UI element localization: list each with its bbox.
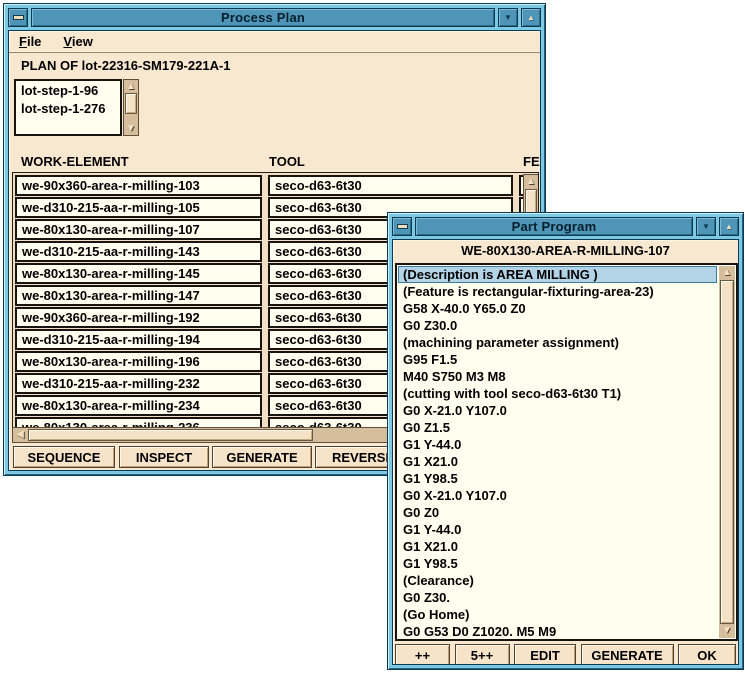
program-line[interactable]: (cutting with tool seco-d63-6t30 T1): [403, 386, 622, 401]
program-listbox: (Description is AREA MILLING ) (Feature …: [395, 263, 738, 641]
program-line[interactable]: (Clearance): [403, 573, 474, 588]
maximize-button[interactable]: ▲: [719, 217, 739, 236]
ok-button[interactable]: OK: [678, 644, 736, 664]
program-line[interactable]: G1 Y98.5: [403, 471, 458, 486]
program-line[interactable]: G1 Y-44.0: [403, 522, 462, 537]
process-plan-window-title: Process Plan: [31, 8, 495, 27]
shade-icon: ▼: [702, 221, 710, 231]
program-vertical-scrollbar[interactable]: ▲ ▼: [719, 266, 735, 638]
program-line[interactable]: G0 X-21.0 Y107.0: [403, 488, 507, 503]
edit-button[interactable]: EDIT: [514, 644, 576, 664]
column-header-work-element: WORK-ELEMENT: [21, 154, 129, 169]
table-row: we-90x360-area-r-milling-103 seco-d63-6t…: [15, 175, 538, 196]
work-element-cell[interactable]: we-80x130-area-r-milling-147: [15, 285, 262, 306]
inspect-button[interactable]: INSPECT: [119, 446, 209, 468]
menu-file[interactable]: File: [19, 34, 42, 49]
work-element-cell[interactable]: we-d310-215-aa-r-milling-232: [15, 373, 262, 394]
work-element-cell[interactable]: we-d310-215-aa-r-milling-105: [15, 197, 262, 218]
maximize-icon: ▲: [527, 12, 535, 22]
part-program-client: WE-80X130-AREA-R-MILLING-107 (Descriptio…: [392, 239, 739, 665]
window-menu-button[interactable]: [8, 8, 28, 27]
program-line[interactable]: M40 S750 M3 M8: [403, 369, 506, 384]
column-header-feature: FEA: [523, 154, 540, 169]
lot-step-listbox: lot-step-1-96 lot-step-1-276: [14, 79, 122, 136]
program-line[interactable]: G95 F1.5: [403, 352, 458, 367]
part-program-window: Part Program ▼ ▲ WE-80X130-AREA-R-MILLIN…: [387, 212, 744, 670]
shade-button[interactable]: ▼: [696, 217, 716, 236]
program-line[interactable]: G58 X-40.0 Y65.0 Z0: [403, 301, 526, 316]
advance-one-button[interactable]: ++: [395, 644, 450, 664]
program-line[interactable]: (Feature is rectangular-fixturing-area-2…: [403, 284, 654, 299]
work-element-cell[interactable]: we-d310-215-aa-r-milling-194: [15, 329, 262, 350]
work-element-cell[interactable]: we-80x130-area-r-milling-196: [15, 351, 262, 372]
program-line[interactable]: G0 G53 D0 Z1020. M5 M9: [403, 624, 557, 639]
shade-icon: ▼: [504, 12, 512, 22]
list-item[interactable]: lot-step-1-276: [21, 101, 106, 116]
list-item[interactable]: lot-step-1-96: [21, 83, 99, 98]
program-line[interactable]: G1 X21.0: [403, 539, 458, 554]
scroll-left-button[interactable]: ◀: [16, 429, 24, 440]
scroll-thumb[interactable]: [125, 93, 137, 114]
work-element-cell[interactable]: we-80x130-area-r-milling-145: [15, 263, 262, 284]
program-line[interactable]: (Description is AREA MILLING ): [398, 266, 717, 283]
program-line[interactable]: G0 Z30.: [403, 590, 450, 605]
part-program-window-title: Part Program: [415, 217, 693, 236]
maximize-button[interactable]: ▲: [521, 8, 541, 27]
program-lines: (Description is AREA MILLING ) (Feature …: [398, 266, 717, 639]
scroll-up-button[interactable]: ▲: [126, 80, 136, 92]
menu-view[interactable]: View: [63, 34, 93, 49]
scroll-thumb[interactable]: [720, 280, 734, 624]
window-menu-icon: [12, 15, 24, 20]
scroll-down-button[interactable]: ▼: [126, 122, 136, 134]
program-line[interactable]: G1 Y98.5: [403, 556, 458, 571]
program-line[interactable]: (machining parameter assignment): [403, 335, 619, 350]
column-header-tool: TOOL: [269, 154, 305, 169]
program-line[interactable]: G0 Z1.5: [403, 420, 450, 435]
program-line[interactable]: (Go Home): [403, 607, 470, 622]
window-menu-icon: [396, 224, 408, 229]
part-program-titlebar[interactable]: Part Program ▼ ▲: [392, 217, 739, 236]
scroll-thumb[interactable]: [28, 429, 313, 441]
scroll-down-button[interactable]: ▼: [722, 625, 732, 636]
program-line[interactable]: G1 Y-44.0: [403, 437, 462, 452]
program-line[interactable]: G0 Z30.0: [403, 318, 458, 333]
maximize-icon: ▲: [725, 221, 733, 231]
work-element-cell[interactable]: we-90x360-area-r-milling-103: [15, 175, 262, 196]
tool-cell[interactable]: seco-d63-6t30: [268, 175, 513, 196]
work-element-cell[interactable]: we-80x130-area-r-milling-234: [15, 395, 262, 416]
program-line[interactable]: G0 X-21.0 Y107.0: [403, 403, 507, 418]
menubar: File View: [9, 31, 540, 53]
plan-title: PLAN OF lot-22316-SM179-221A-1: [21, 58, 231, 73]
work-element-cell[interactable]: we-80x130-area-r-milling-107: [15, 219, 262, 240]
shade-button[interactable]: ▼: [498, 8, 518, 27]
window-menu-button[interactable]: [392, 217, 412, 236]
lot-step-vertical-scrollbar[interactable]: ▲ ▼: [123, 79, 139, 136]
program-button-row: ++ 5++ EDIT GENERATE OK: [395, 644, 736, 664]
generate-button[interactable]: GENERATE: [580, 644, 674, 664]
advance-five-button[interactable]: 5++: [454, 644, 510, 664]
part-program-name: WE-80X130-AREA-R-MILLING-107: [461, 243, 670, 258]
program-line[interactable]: G1 X21.0: [403, 454, 458, 469]
work-element-cell[interactable]: we-90x360-area-r-milling-192: [15, 307, 262, 328]
generate-button[interactable]: GENERATE: [212, 446, 312, 468]
scroll-up-button[interactable]: ▲: [722, 267, 732, 278]
work-element-cell[interactable]: we-d310-215-aa-r-milling-143: [15, 241, 262, 262]
sequence-button[interactable]: SEQUENCE: [13, 446, 115, 468]
scroll-up-button[interactable]: ▲: [526, 176, 536, 187]
process-plan-titlebar[interactable]: Process Plan ▼ ▲: [8, 8, 541, 27]
program-line[interactable]: G0 Z0: [403, 505, 440, 520]
work-element-cell[interactable]: we-80x130-area-r-milling-236: [15, 417, 262, 429]
